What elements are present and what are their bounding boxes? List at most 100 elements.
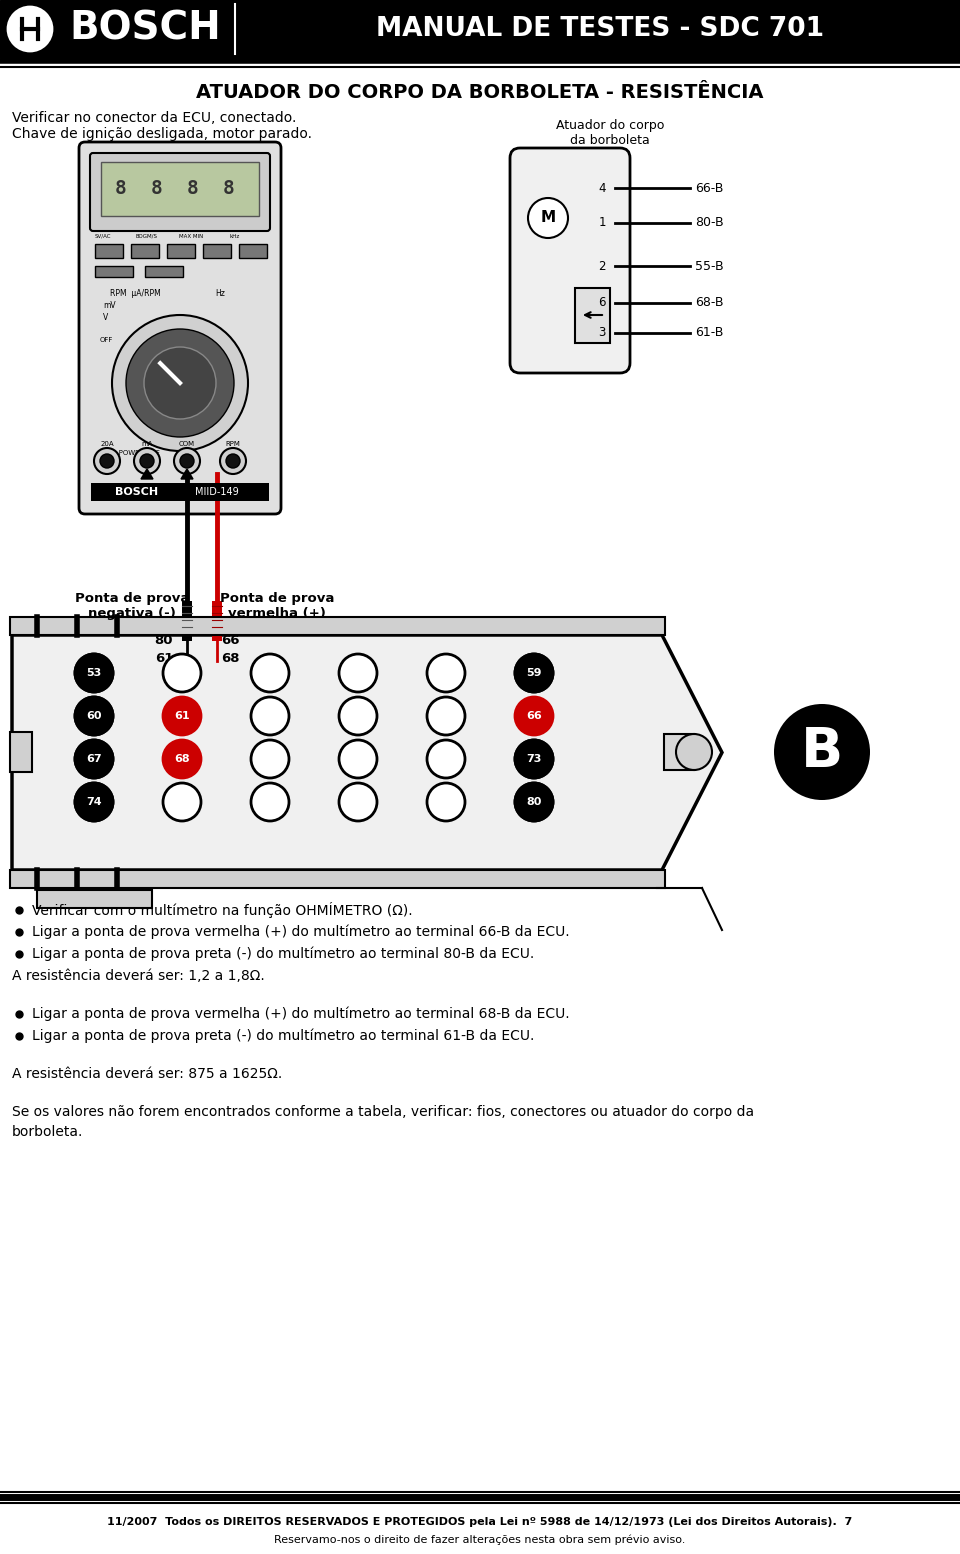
Text: mA: mA [141, 441, 153, 448]
Text: 80-B: 80-B [695, 216, 724, 230]
Circle shape [774, 704, 870, 800]
FancyBboxPatch shape [510, 148, 630, 373]
Bar [91, 483, 269, 500]
Circle shape [75, 654, 113, 692]
Text: 59: 59 [526, 668, 541, 678]
Circle shape [163, 654, 201, 692]
Text: 2: 2 [598, 260, 606, 272]
Circle shape [251, 783, 289, 821]
Text: 8: 8 [223, 180, 235, 199]
Bar [95, 266, 133, 277]
Text: 80: 80 [526, 797, 541, 807]
Text: mV: mV [103, 301, 115, 311]
Text: COM: COM [179, 441, 195, 448]
Text: RPM  μA/RPM: RPM μA/RPM [110, 289, 160, 297]
Circle shape [251, 740, 289, 779]
Circle shape [134, 448, 160, 474]
Text: V: V [103, 314, 108, 323]
Text: 74: 74 [86, 797, 102, 807]
Bar [664, 733, 694, 769]
Text: MANUAL DE TESTES - SDC 701: MANUAL DE TESTES - SDC 701 [376, 16, 824, 42]
Circle shape [126, 329, 234, 437]
Text: 68: 68 [174, 754, 190, 765]
Circle shape [144, 347, 216, 420]
Circle shape [75, 740, 113, 779]
Text: OFF: OFF [100, 337, 113, 343]
Bar [167, 244, 195, 258]
Text: BOSCH: BOSCH [69, 9, 221, 48]
Text: BOSCH: BOSCH [115, 486, 158, 497]
Text: 66-B: 66-B [695, 182, 724, 194]
Bar [10, 732, 32, 772]
Text: Reservamo-nos o direito de fazer alterações nesta obra sem prévio aviso.: Reservamo-nos o direito de fazer alteraç… [275, 1535, 685, 1545]
Text: SV/AC: SV/AC [95, 233, 111, 238]
Circle shape [75, 783, 113, 821]
Circle shape [226, 454, 240, 468]
Circle shape [8, 8, 52, 51]
Circle shape [251, 654, 289, 692]
Circle shape [676, 733, 712, 769]
Text: A resistência deverá ser: 875 a 1625Ω.: A resistência deverá ser: 875 a 1625Ω. [12, 1068, 282, 1082]
Bar [212, 601, 222, 640]
Bar [101, 162, 259, 216]
Polygon shape [181, 469, 193, 479]
Text: 20A: 20A [100, 441, 114, 448]
Circle shape [251, 698, 289, 735]
Bar [182, 601, 192, 640]
Text: 3: 3 [598, 326, 606, 339]
Circle shape [339, 698, 377, 735]
Text: ATUADOR DO CORPO DA BORBOLETA - RESISTÊNCIA: ATUADOR DO CORPO DA BORBOLETA - RESISTÊN… [196, 84, 764, 103]
Text: Hz: Hz [215, 289, 225, 297]
Text: Verificar com o multímetro na função OHMÍMETRO (Ω).: Verificar com o multímetro na função OHM… [32, 901, 413, 918]
Text: 61: 61 [174, 712, 190, 721]
Bar [239, 244, 267, 258]
Circle shape [163, 783, 201, 821]
Bar [575, 287, 610, 343]
Circle shape [515, 783, 553, 821]
Text: 53: 53 [86, 668, 102, 678]
Circle shape [140, 454, 154, 468]
Text: borboleta.: borboleta. [12, 1125, 84, 1139]
Text: Chave de ignição desligada, motor parado.: Chave de ignição desligada, motor parado… [12, 127, 312, 141]
Text: BOGM/S: BOGM/S [136, 233, 158, 238]
Text: 60: 60 [86, 712, 102, 721]
Text: B: B [801, 726, 843, 779]
Text: 8: 8 [115, 180, 127, 199]
FancyBboxPatch shape [90, 152, 270, 232]
Text: 55-B: 55-B [695, 260, 724, 272]
Circle shape [75, 740, 113, 779]
Text: RPM: RPM [226, 441, 240, 448]
Text: Verificar no conector da ECU, conectado.: Verificar no conector da ECU, conectado. [12, 110, 297, 124]
Text: AUTO POWER OFF: AUTO POWER OFF [97, 451, 160, 455]
Circle shape [339, 783, 377, 821]
Bar [37, 890, 152, 908]
Circle shape [515, 654, 553, 692]
Circle shape [339, 654, 377, 692]
FancyBboxPatch shape [79, 141, 281, 514]
Text: 73: 73 [526, 754, 541, 765]
Text: Ligar a ponta de prova preta (-) do multímetro ao terminal 80-B da ECU.: Ligar a ponta de prova preta (-) do mult… [32, 946, 535, 962]
Polygon shape [141, 469, 153, 479]
Text: A resistência deverá ser: 1,2 a 1,8Ω.: A resistência deverá ser: 1,2 a 1,8Ω. [12, 970, 265, 984]
Text: Atuador do corpo
da borboleta: Atuador do corpo da borboleta [556, 120, 664, 148]
Bar [10, 617, 665, 636]
Circle shape [515, 654, 553, 692]
Circle shape [75, 698, 113, 735]
Circle shape [427, 654, 465, 692]
Text: 1: 1 [598, 216, 606, 230]
Text: MIID-149: MIID-149 [195, 486, 239, 497]
Bar [10, 870, 665, 887]
Text: Ligar a ponta de prova vermelha (+) do multímetro ao terminal 66-B da ECU.: Ligar a ponta de prova vermelha (+) do m… [32, 925, 569, 939]
Text: 4: 4 [598, 182, 606, 194]
Text: Ligar a ponta de prova vermelha (+) do multímetro ao terminal 68-B da ECU.: Ligar a ponta de prova vermelha (+) do m… [32, 1007, 569, 1021]
Circle shape [515, 740, 553, 779]
Text: MAX MIN: MAX MIN [179, 233, 204, 238]
Circle shape [94, 448, 120, 474]
Circle shape [75, 698, 113, 735]
Circle shape [515, 698, 553, 735]
Circle shape [515, 783, 553, 821]
Text: 8: 8 [151, 180, 163, 199]
Circle shape [180, 454, 194, 468]
Text: M: M [540, 210, 556, 225]
Bar [0, 0, 960, 57]
